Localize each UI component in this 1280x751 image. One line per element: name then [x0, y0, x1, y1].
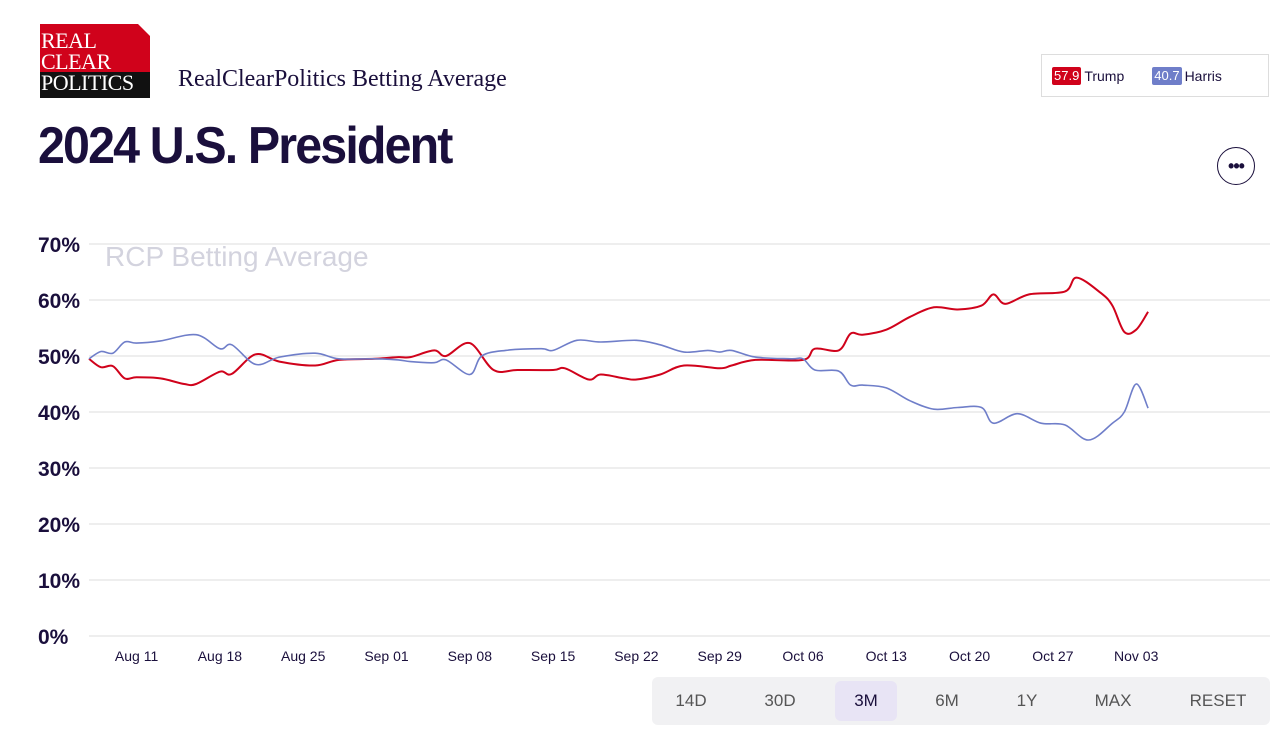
line-chart: RCP Betting Average 70% 60% 50% 40% 30% 20% 10… — [38, 234, 1270, 664]
y-tick-label: 20% — [38, 514, 80, 537]
x-tick-label: Sep 29 — [698, 648, 743, 664]
range-button-max[interactable]: MAX — [1094, 691, 1132, 710]
x-tick-label: Oct 06 — [782, 648, 823, 664]
y-tick-label: 40% — [38, 402, 80, 425]
y-tick-label: 30% — [38, 458, 80, 481]
rcp-logo[interactable]: REAL CLEAR POLITICS — [40, 24, 150, 98]
series-line-trump[interactable] — [88, 276, 1149, 387]
x-tick-label: Sep 01 — [364, 648, 409, 664]
page-title: 2024 U.S. President — [38, 117, 453, 175]
y-tick-label: 10% — [38, 570, 80, 593]
y-tick-label: 60% — [38, 290, 80, 313]
logo-mark — [40, 24, 150, 98]
logo-wordmark: REAL CLEAR POLITICS — [40, 28, 150, 95]
legend-name-harris: Harris — [1184, 67, 1222, 84]
logo-line-2: CLEAR — [41, 49, 111, 74]
x-tick-label: Sep 08 — [448, 648, 493, 664]
chart-watermark: RCP Betting Average — [105, 241, 369, 272]
range-selector: 14D 30D 3M 6M 1Y MAX RESET — [652, 677, 1270, 725]
logo-line-1: REAL — [41, 28, 97, 53]
legend-value-trump: 57.9 — [1052, 66, 1082, 85]
x-tick-label: Aug 11 — [115, 648, 159, 664]
range-button-14d[interactable]: 14D — [675, 691, 707, 710]
range-button-3m[interactable]: 3M — [835, 681, 897, 721]
series-line-harris[interactable] — [88, 333, 1149, 441]
range-button-1y[interactable]: 1Y — [1016, 691, 1038, 710]
x-tick-label: Aug 18 — [198, 648, 243, 664]
x-tick-label: Aug 25 — [281, 648, 326, 664]
more-horizontal-icon: ••• — [1228, 155, 1245, 176]
chart-subtitle: RealClearPolitics Betting Average — [178, 66, 507, 92]
reset-button[interactable]: RESET — [1189, 691, 1247, 710]
range-button-30d[interactable]: 30D — [764, 691, 796, 710]
x-tick-label: Oct 20 — [949, 648, 990, 664]
range-button-6m[interactable]: 6M — [935, 691, 959, 710]
y-tick-label: 0% — [38, 626, 69, 649]
more-options-button[interactable]: ••• — [1217, 147, 1255, 185]
x-tick-label: Oct 27 — [1032, 648, 1073, 664]
x-tick-label: Sep 15 — [531, 648, 576, 664]
legend-item-trump[interactable]: 57.9 Trump — [1052, 66, 1125, 85]
legend-value-harris: 40.7 — [1152, 66, 1182, 85]
logo-line-3: POLITICS — [41, 70, 134, 95]
x-tick-label: Oct 13 — [866, 648, 907, 664]
legend-item-harris[interactable]: 40.7 Harris — [1152, 66, 1222, 85]
x-tick-label: Nov 03 — [1114, 648, 1159, 664]
y-tick-label: 50% — [38, 346, 80, 369]
legend: 57.9 Trump 40.7 Harris — [1041, 54, 1269, 97]
legend-name-trump: Trump — [1084, 67, 1125, 84]
y-tick-label: 70% — [38, 234, 80, 257]
x-tick-label: Sep 22 — [614, 648, 659, 664]
